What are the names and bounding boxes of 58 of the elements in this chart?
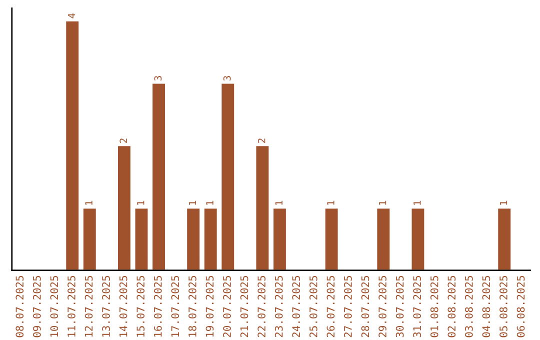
x-tick-label: 24.07.2025 (292, 276, 300, 338)
x-tick-label: 31.07.2025 (413, 276, 422, 338)
bar (82, 207, 98, 270)
data-label: 1 (137, 200, 144, 205)
x-tick-label: 13.07.2025 (102, 276, 110, 337)
x-tick-label: 27.07.2025 (344, 276, 352, 338)
x-tick-label: 17.07.2025 (171, 276, 180, 337)
data-label: 2 (120, 138, 127, 143)
bar (376, 207, 392, 270)
x-tick-label: 11.07.2025 (68, 276, 76, 337)
x-tick-label: 10.07.2025 (50, 276, 58, 337)
bar (496, 207, 512, 270)
data-label: 1 (414, 200, 421, 205)
bar (116, 144, 132, 270)
bar (64, 20, 80, 270)
x-tick-label: 08.07.2025 (16, 276, 24, 338)
data-label: 1 (379, 200, 386, 205)
x-tick-label: 14.07.2025 (119, 276, 128, 337)
x-tick-label: 04.08.2025 (482, 276, 490, 338)
data-label: 1 (188, 200, 196, 205)
bar (324, 207, 340, 270)
data-label: 1 (85, 200, 92, 205)
x-tick-label: 12.07.2025 (84, 276, 93, 337)
x-tick-label: 03.08.2025 (464, 276, 473, 338)
x-tick-label: 19.07.2025 (206, 276, 214, 337)
x-tick-label: 30.07.2025 (396, 276, 404, 338)
x-tick-label: 16.07.2025 (154, 276, 162, 337)
x-tick-label: 21.07.2025 (240, 276, 248, 338)
data-label: 3 (154, 76, 162, 81)
bar (186, 207, 201, 270)
x-tick-label: 02.08.2025 (448, 276, 456, 338)
x-tick-label: 01.08.2025 (430, 276, 438, 338)
x-tick-label: 23.07.2025 (274, 276, 283, 338)
bar (254, 144, 270, 270)
data-label: 1 (275, 200, 282, 205)
x-tick-label: 28.07.2025 (361, 276, 370, 338)
x-tick-label: 20.07.2025 (223, 276, 231, 338)
bar (410, 207, 426, 270)
x-tick-label: 29.07.2025 (378, 276, 386, 338)
bar (202, 207, 218, 270)
bar (220, 82, 236, 270)
bar (134, 207, 150, 270)
bar (151, 82, 166, 270)
x-tick-label: 18.07.2025 (188, 276, 196, 337)
data-label: 4 (68, 13, 76, 18)
x-tick-label: 09.07.2025 (32, 276, 41, 338)
data-label: 1 (206, 200, 214, 205)
data-label: 2 (258, 138, 266, 143)
bar (272, 207, 288, 270)
x-tick-label: 05.08.2025 (500, 276, 508, 338)
x-tick-label: 26.07.2025 (326, 276, 335, 338)
x-tick-label: 22.07.2025 (258, 276, 266, 338)
data-label: 3 (223, 76, 231, 81)
x-tick-label: 25.07.2025 (309, 276, 318, 338)
x-tick-label: 06.08.2025 (516, 276, 525, 338)
x-tick-label: 15.07.2025 (136, 276, 145, 337)
data-label: 1 (327, 200, 334, 205)
data-label: 1 (500, 200, 508, 205)
